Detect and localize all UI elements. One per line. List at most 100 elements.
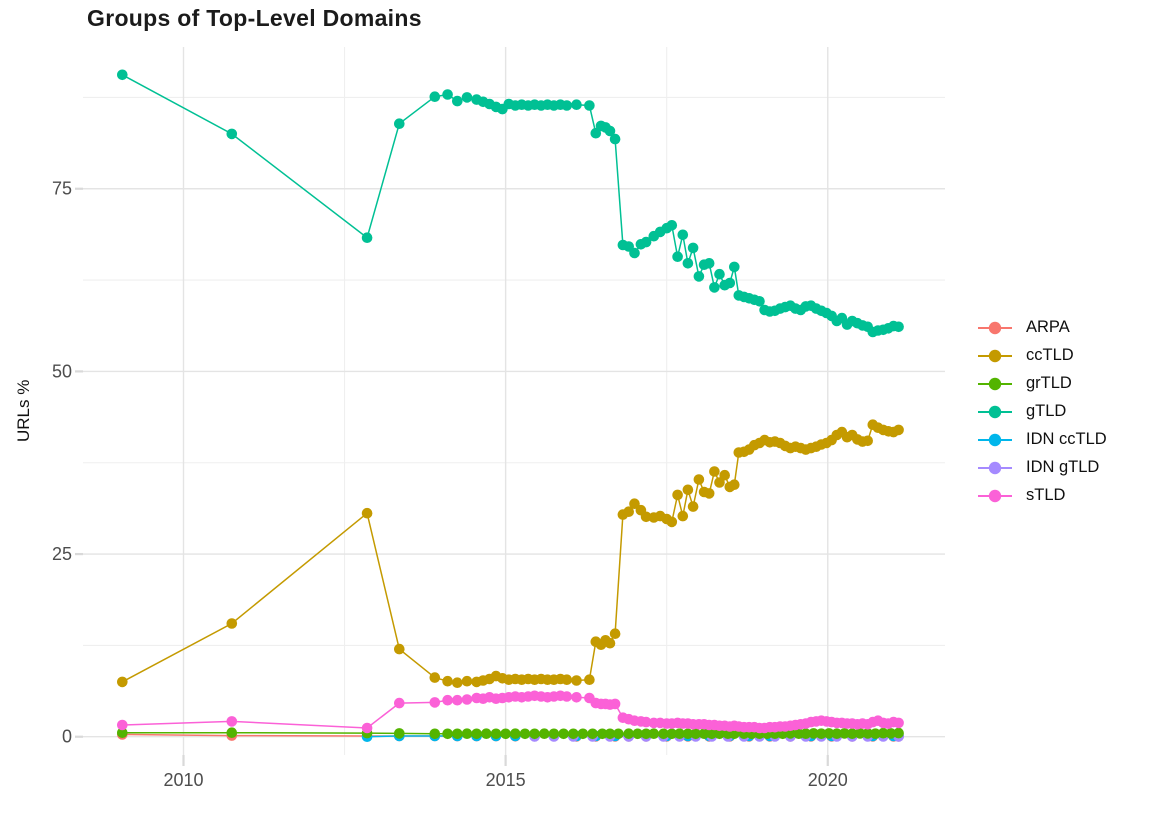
data-point [500,728,511,740]
data-point [226,716,238,727]
legend-label: ccTLD [1026,346,1074,364]
data-point [394,643,405,655]
data-point [623,728,634,739]
data-point [442,675,453,687]
data-point [452,677,463,688]
data-point [729,479,740,491]
legend-key-icon [978,405,1012,418]
data-point [640,728,652,740]
data-point [709,282,720,293]
data-point [597,728,608,740]
data-point [442,694,453,706]
data-point [893,717,904,729]
data-point [429,672,441,683]
data-point [893,321,904,333]
data-point [571,692,582,703]
data-point [461,92,473,103]
data-point [658,728,669,740]
data-point [754,296,765,307]
legend-key-icon [978,349,1012,362]
data-point [706,728,718,740]
data-point [561,100,573,111]
data-point [640,716,652,728]
data-point [831,728,843,739]
legend-item-gtld: gTLD [976,402,1107,421]
data-point [719,469,730,481]
legend: ARPA ccTLD grTLD gTLD IDN ccTLD IDN gTLD sTLD [976,318,1107,505]
data-point [609,628,621,639]
data-point [452,728,463,740]
legend-item-grtld: grTLD [976,374,1107,393]
data-point [548,728,560,740]
data-point [666,220,678,231]
data-point [571,675,582,686]
data-point [584,100,595,111]
data-point [510,728,521,739]
y-tick-label: 0 [62,727,72,747]
data-point [452,95,463,107]
data-point [361,722,373,734]
data-point [361,232,373,243]
series-gtld [117,69,904,338]
series-stld [117,690,904,734]
data-point [429,728,441,740]
data-point [519,728,531,740]
data-point [117,69,128,81]
data-point [823,728,835,739]
data-point [672,489,683,501]
data-point [682,258,694,269]
data-point [808,728,819,739]
data-point [609,698,621,710]
data-point [561,674,573,685]
data-point [442,728,453,740]
data-point [729,261,740,273]
data-point [117,727,128,738]
data-point [529,728,540,740]
data-point [461,694,473,705]
data-point [571,99,582,110]
y-tick-label: 50 [52,361,72,381]
data-point [471,728,482,740]
data-point [629,498,640,510]
data-point [682,728,694,740]
legend-item-idn-gtld: IDN gTLD [976,458,1107,477]
data-point [674,728,685,739]
x-tick-label: 2015 [486,770,526,790]
data-point [632,728,643,740]
legend-item-cctld: ccTLD [976,346,1107,365]
data-point [394,728,405,739]
data-point [682,484,694,496]
legend-label: IDN gTLD [1026,458,1100,476]
data-point [442,89,453,100]
legend-key-icon [978,377,1012,390]
y-tick-label: 75 [52,179,72,199]
data-point [839,728,850,739]
data-point [862,728,873,739]
data-point [584,674,595,685]
series-cctld [117,419,904,688]
data-point [877,727,889,739]
data-point [846,728,858,739]
series-line [121,74,899,333]
data-point [561,691,573,702]
data-point [703,258,715,269]
legend-item-stld: sTLD [976,486,1107,505]
data-point [714,477,725,488]
data-point [361,507,373,519]
data-point [609,133,621,145]
x-tick-label: 2020 [808,770,848,790]
data-point [481,728,492,739]
data-point [226,727,238,738]
data-point [490,728,502,740]
legend-item-idn-cctld: IDN ccTLD [976,430,1107,449]
data-point [666,516,678,528]
data-point [429,91,441,102]
data-point [604,125,616,137]
data-point [394,697,405,709]
data-point [558,728,569,740]
data-point [577,728,589,740]
legend-key-icon [978,433,1012,446]
data-point [672,251,683,262]
data-point [709,466,720,477]
data-point [687,501,699,512]
